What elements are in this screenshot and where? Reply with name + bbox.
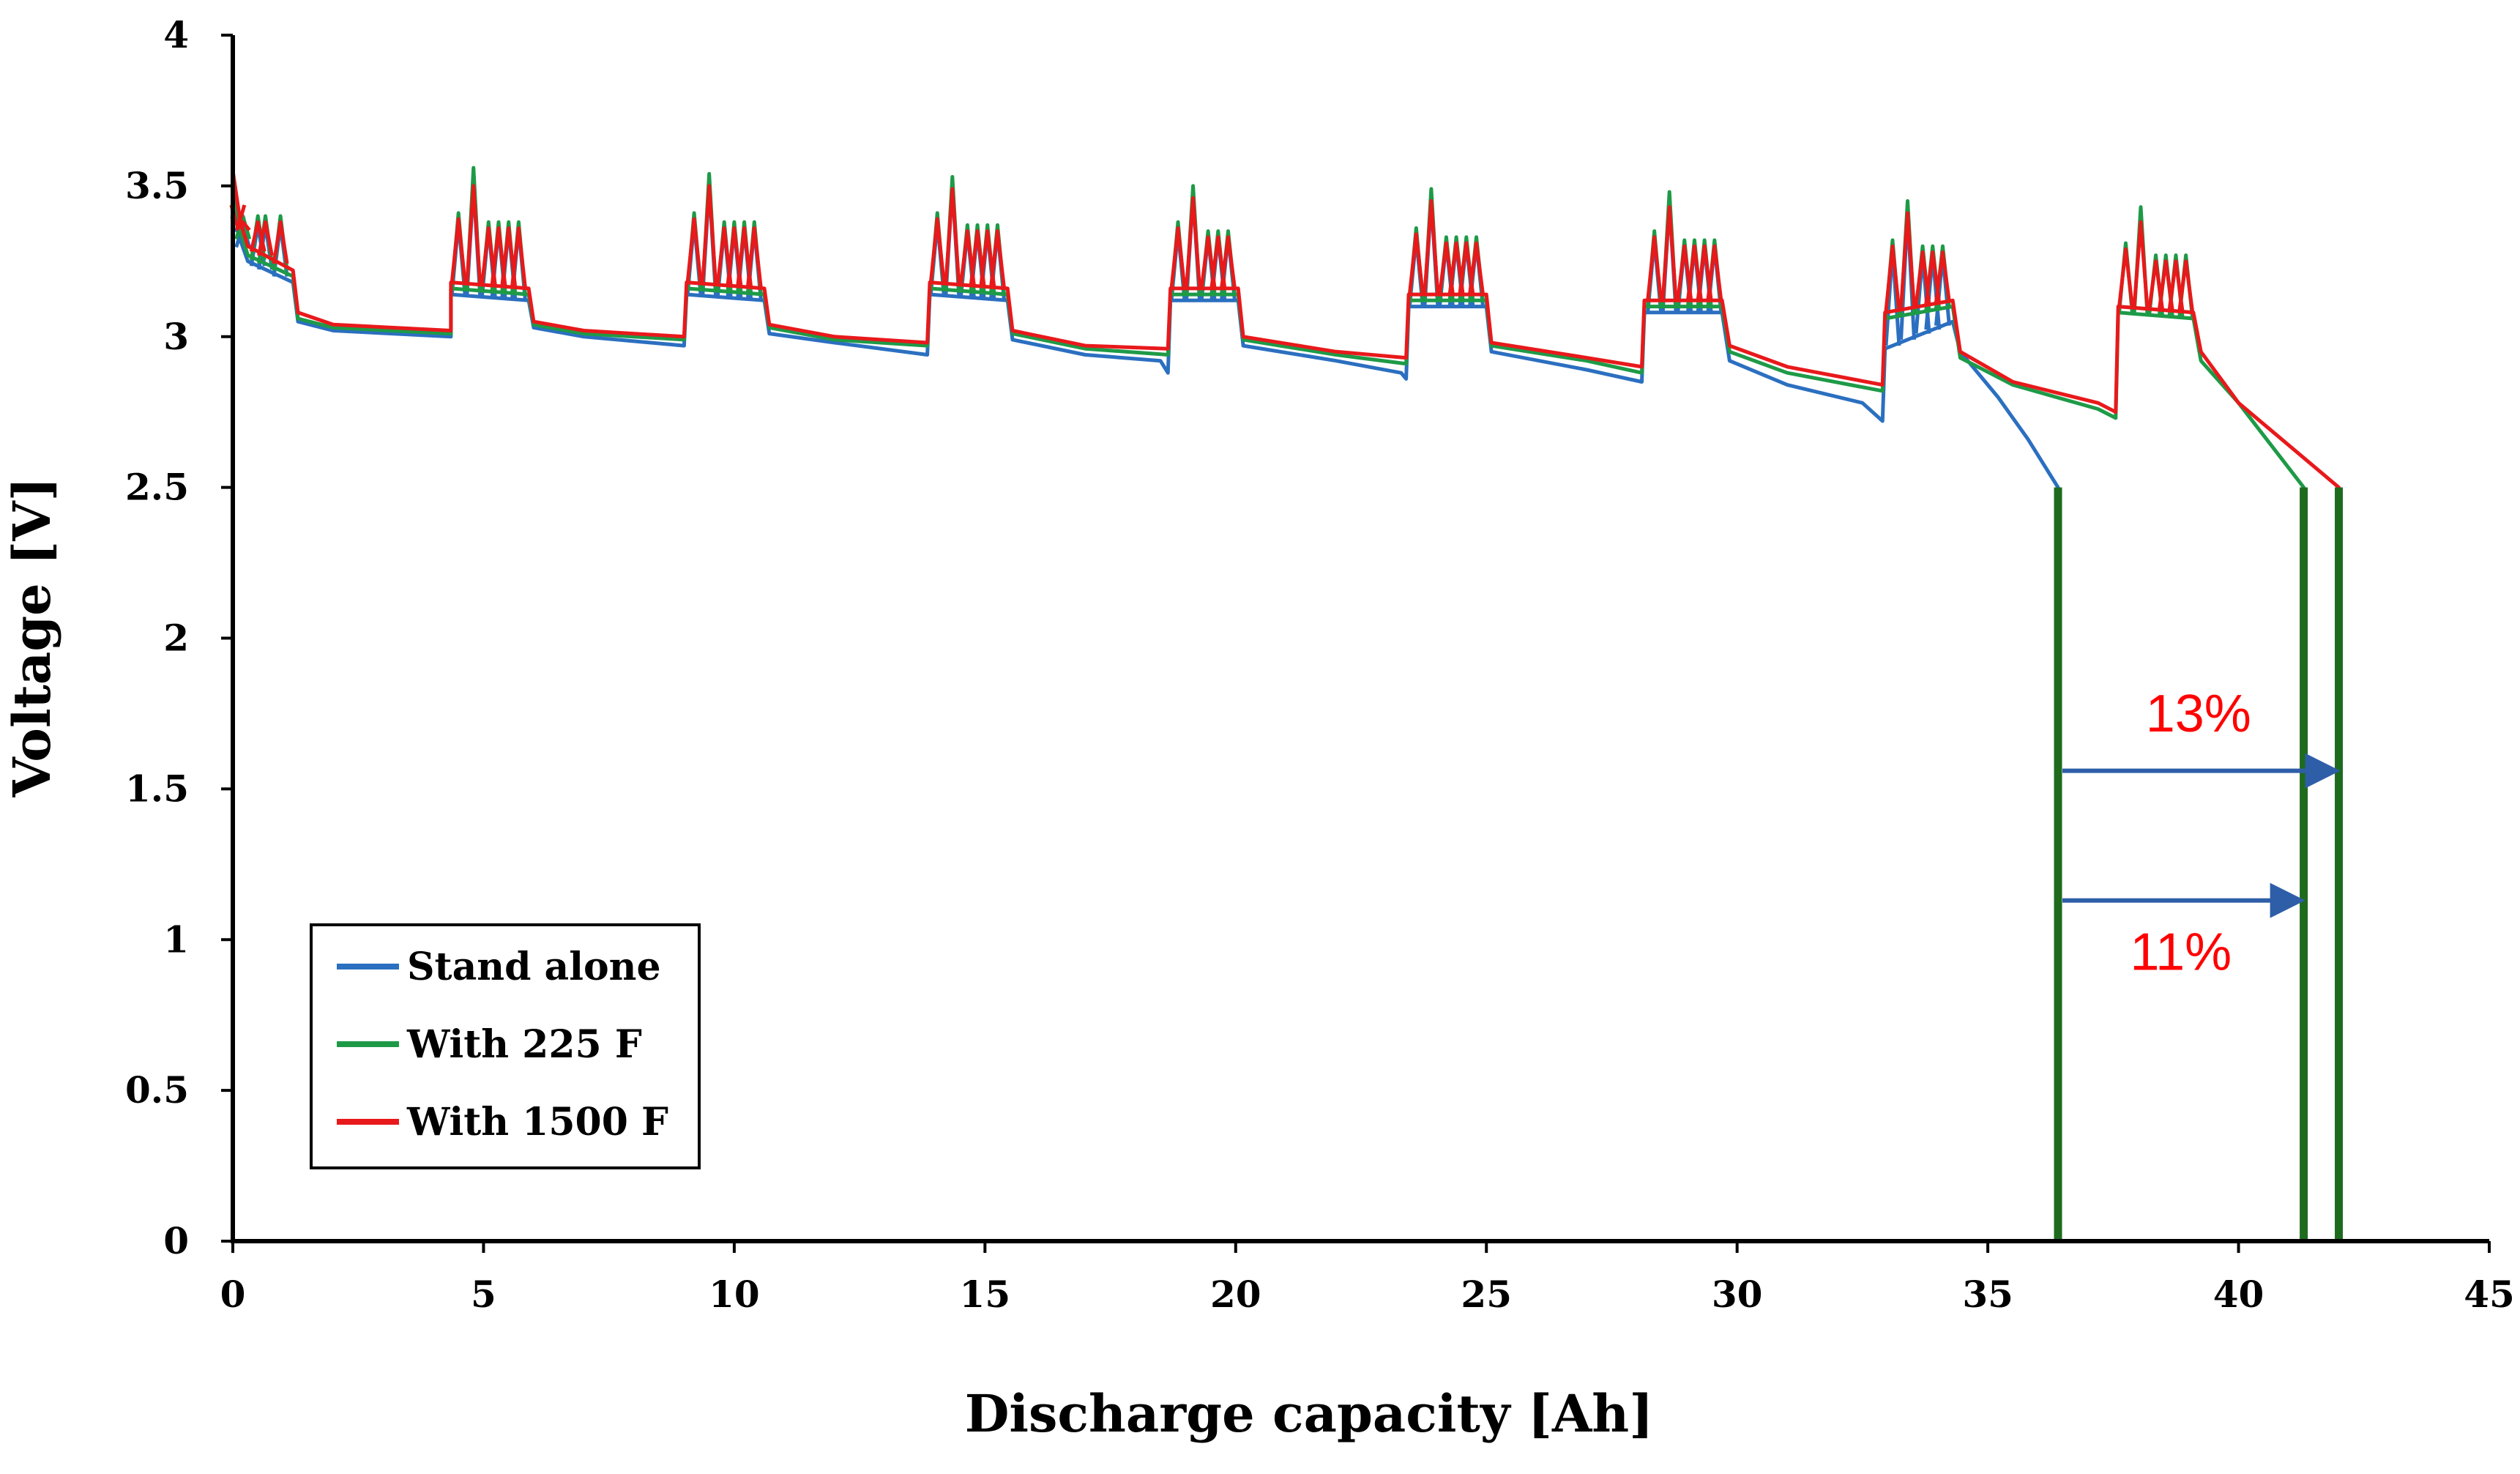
series-spike-with-1500-f <box>701 184 718 285</box>
series-spike-with-1500-f <box>465 184 482 285</box>
series-spike-with-1500-f <box>510 226 527 289</box>
improvement-label: 13% <box>2146 685 2251 743</box>
series-spike-with-1500-f <box>2117 247 2134 308</box>
series-spike-with-1500-f <box>272 220 289 264</box>
y-tick-label: 2 <box>163 617 189 660</box>
plot-area: 13% 11% <box>229 165 2344 1241</box>
legend-label-stand-alone: Stand alone <box>407 945 661 989</box>
y-tick-label: 2.5 <box>125 466 189 509</box>
y-tick-label: 4 <box>163 13 189 56</box>
series-spike-with-1500-f <box>1468 241 1485 295</box>
series-spike-with-1500-f <box>988 229 1006 289</box>
legend-item-stand-alone: Stand alone <box>337 945 661 989</box>
series-spike-with-1500-f <box>234 220 251 231</box>
x-tick-label: 20 <box>1210 1273 1261 1316</box>
x-tick-label: 0 <box>220 1273 246 1316</box>
x-tick-label: 5 <box>471 1273 496 1316</box>
legend: Stand alone With 225 F With 1500 F <box>310 923 701 1169</box>
series-spike-with-1500-f <box>928 217 946 283</box>
x-tick-label: 45 <box>2464 1273 2515 1316</box>
y-tick-label: 0.5 <box>125 1068 189 1112</box>
series-spike-with-1500-f <box>1706 244 1723 301</box>
series-spike-with-1500-f <box>1185 196 1202 289</box>
y-ticks: 0 0.5 1 1.5 2 2.5 3 3.5 4 <box>125 13 233 1262</box>
series-spike-with-1500-f <box>1660 205 1678 301</box>
x-tick-label: 10 <box>709 1273 760 1316</box>
x-tick-label: 25 <box>1461 1273 1512 1316</box>
x-ticks: 0 5 10 15 20 25 30 35 40 45 <box>220 1241 2515 1316</box>
series-spike-with-1500-f <box>1884 244 1901 312</box>
x-axis-title: Discharge capacity [Ah] <box>965 1383 1654 1444</box>
series-spike-with-1500-f <box>1169 226 1187 289</box>
series-layer <box>229 165 2341 1241</box>
x-tick-label: 35 <box>1962 1273 2013 1316</box>
series-spike-with-1500-f <box>1934 250 1951 303</box>
y-tick-label: 0 <box>163 1219 189 1262</box>
y-tick-label: 3.5 <box>125 164 189 207</box>
series-spike-with-1500-f <box>1220 235 1237 289</box>
series-spike-with-1500-f <box>257 220 274 256</box>
series-spike-with-1500-f <box>450 217 467 283</box>
x-tick-label: 40 <box>2213 1273 2264 1316</box>
series-spike-with-1500-f <box>1407 232 1425 295</box>
annotation-layer: 13% 11% <box>2062 685 2341 981</box>
legend-label-225f: With 225 F <box>406 1022 642 1067</box>
series-spike-with-1500-f <box>1646 235 1663 301</box>
series-spike-with-1500-f <box>685 217 703 283</box>
y-tick-label: 1.5 <box>125 767 189 810</box>
series-spike-with-1500-f <box>1899 211 1917 309</box>
axes: 0 5 10 15 20 25 30 35 40 45 0 0.5 1 1.5 2 2.5 3 3.5 4 <box>125 13 2515 1316</box>
cutoff-layer <box>2054 487 2344 1241</box>
series-spike-with-1500-f <box>2177 259 2195 313</box>
y-tick-label: 1 <box>163 917 189 961</box>
improvement-label: 11% <box>2130 923 2232 981</box>
x-tick-label: 30 <box>1712 1273 1763 1316</box>
series-spike-with-1500-f <box>1423 198 1440 295</box>
y-tick-label: 3 <box>163 315 189 358</box>
y-axis-title: Voltage [V] <box>1 477 62 797</box>
legend-item-225f: With 225 F <box>337 1022 642 1067</box>
series-spike-with-1500-f <box>944 187 961 285</box>
legend-label-1500f: With 1500 F <box>406 1100 668 1144</box>
series-line-with-1500-f <box>231 170 2341 1241</box>
series-spike-with-1500-f <box>2132 220 2150 309</box>
legend-item-1500f: With 1500 F <box>337 1100 668 1144</box>
x-tick-label: 15 <box>960 1273 1011 1316</box>
series-spike-with-1500-f <box>745 226 763 289</box>
